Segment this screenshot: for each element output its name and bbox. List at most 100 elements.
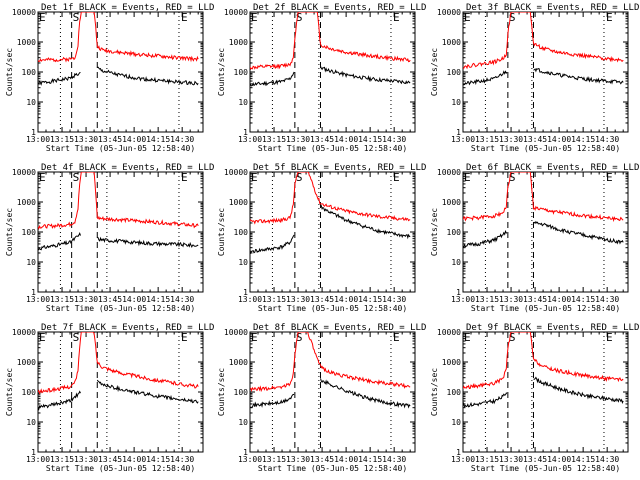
chart-panel-5: Det 5f BLACK = Events, RED = LLD 1 10 100 10…	[217, 163, 426, 313]
events-series-line	[250, 393, 295, 408]
x-tick-label: 13:15	[50, 295, 74, 304]
marker-label-flare: S	[73, 331, 80, 344]
y-tick-label: 10	[238, 418, 248, 427]
marker-label-pre: E	[251, 331, 258, 344]
events-series-line	[38, 72, 81, 86]
chart-title: Det 3f BLACK = Events, RED = LLD	[466, 3, 639, 13]
marker-label-post: E	[606, 171, 613, 184]
marker-label-flare: S	[73, 11, 80, 24]
x-tick-label: 14:15	[571, 455, 595, 464]
y-axis-label: Counts/sec	[5, 368, 14, 416]
marker-label-flare: S	[509, 11, 516, 24]
marker-label-post: E	[181, 171, 188, 184]
marker-label-flare: S	[509, 331, 516, 344]
x-tick-label: 14:00	[547, 295, 571, 304]
x-tick-label: 13:15	[50, 135, 74, 144]
chart-title: Det 7f BLACK = Events, RED = LLD	[41, 323, 214, 333]
x-tick-label: 13:00	[238, 455, 262, 464]
y-tick-label: 100	[234, 228, 249, 237]
marker-label-post: E	[393, 11, 400, 24]
chart-title: Det 6f BLACK = Events, RED = LLD	[466, 163, 639, 173]
x-tick-label: 14:15	[571, 135, 595, 144]
x-axis-label: Start Time (05-Jun-05 12:58:40)	[471, 144, 620, 153]
chart-panel-3: Det 3f BLACK = Events, RED = LLD 1 10 100 10…	[430, 3, 639, 153]
x-tick-label: 14:00	[334, 295, 358, 304]
y-axis-label: Counts/sec	[5, 48, 14, 96]
x-tick-label: 14:00	[122, 135, 146, 144]
marker-label-post: E	[393, 171, 400, 184]
lld-series-line	[250, 332, 411, 393]
x-tick-label: 13:45	[523, 455, 547, 464]
x-tick-label: 14:30	[382, 295, 406, 304]
events-series-line	[533, 220, 624, 245]
x-tick-label: 13:30	[286, 135, 310, 144]
y-tick-label: 100	[447, 388, 462, 397]
events-series-line	[533, 68, 624, 85]
events-series-line	[320, 66, 411, 85]
x-tick-label: 14:15	[571, 295, 595, 304]
x-tick-label: 14:15	[358, 135, 382, 144]
x-tick-label: 13:45	[310, 455, 334, 464]
marker-label-flare: S	[73, 171, 80, 184]
y-tick-label: 100	[447, 228, 462, 237]
y-tick-label: 10000	[12, 8, 36, 17]
y-tick-label: 10	[238, 258, 248, 267]
y-tick-label: 1000	[442, 358, 461, 367]
y-tick-label: 10000	[437, 328, 461, 337]
marker-label-pre: E	[39, 171, 46, 184]
y-tick-label: 1	[31, 288, 36, 297]
y-tick-label: 100	[234, 388, 249, 397]
y-tick-label: 1	[456, 448, 461, 457]
x-tick-label: 14:00	[547, 455, 571, 464]
events-series-line	[96, 379, 199, 404]
y-tick-label: 100	[234, 68, 249, 77]
marker-label-pre: E	[464, 331, 471, 344]
y-tick-label: 1000	[442, 198, 461, 207]
x-tick-label: 14:30	[382, 455, 406, 464]
x-tick-label: 13:30	[74, 455, 98, 464]
y-tick-label: 1	[31, 448, 36, 457]
chart-panel-6: Det 6f BLACK = Events, RED = LLD 1 10 100 10…	[430, 163, 639, 313]
plot-frame	[249, 331, 416, 453]
y-tick-label: 10	[238, 98, 248, 107]
x-axis-label: Start Time (05-Jun-05 12:58:40)	[46, 464, 195, 473]
x-tick-label: 14:30	[595, 455, 619, 464]
y-tick-label: 10000	[437, 8, 461, 17]
lld-series-line	[463, 332, 624, 390]
y-tick-label: 10000	[12, 168, 36, 177]
y-tick-label: 10	[451, 98, 461, 107]
x-tick-label: 13:30	[499, 295, 523, 304]
y-tick-label: 10000	[224, 168, 248, 177]
x-axis-label: Start Time (05-Jun-05 12:58:40)	[258, 304, 407, 313]
events-series-line	[463, 392, 508, 408]
plot-frame	[249, 171, 416, 293]
x-axis-label: Start Time (05-Jun-05 12:58:40)	[258, 144, 407, 153]
marker-label-post: E	[606, 331, 613, 344]
events-series-line	[320, 204, 411, 240]
events-series-line	[533, 376, 624, 404]
lld-series-line	[38, 332, 199, 395]
marker-label-flare: S	[296, 331, 303, 344]
marker-label-pre: E	[251, 11, 258, 24]
lld-series-line	[38, 172, 199, 230]
x-axis-label: Start Time (05-Jun-05 12:58:40)	[258, 464, 407, 473]
chart-panel-4: Det 4f BLACK = Events, RED = LLD 1 10 100 10…	[5, 163, 214, 313]
y-axis-label: Counts/sec	[5, 208, 14, 256]
y-tick-label: 1000	[229, 358, 248, 367]
chart-panel-8: Det 8f BLACK = Events, RED = LLD 1 10 100 10…	[217, 323, 426, 473]
y-tick-label: 10	[451, 418, 461, 427]
y-tick-label: 10000	[224, 8, 248, 17]
x-tick-label: 14:30	[170, 455, 194, 464]
x-tick-label: 14:00	[334, 455, 358, 464]
y-tick-label: 100	[447, 68, 462, 77]
x-tick-label: 14:00	[334, 135, 358, 144]
x-tick-label: 13:15	[475, 455, 499, 464]
events-series-line	[320, 378, 411, 409]
y-tick-label: 1	[456, 288, 461, 297]
events-series-line	[250, 71, 295, 87]
y-axis-label: Counts/sec	[217, 208, 226, 256]
plot-frame	[37, 331, 204, 453]
x-tick-label: 13:00	[451, 455, 475, 464]
x-tick-label: 14:00	[547, 135, 571, 144]
